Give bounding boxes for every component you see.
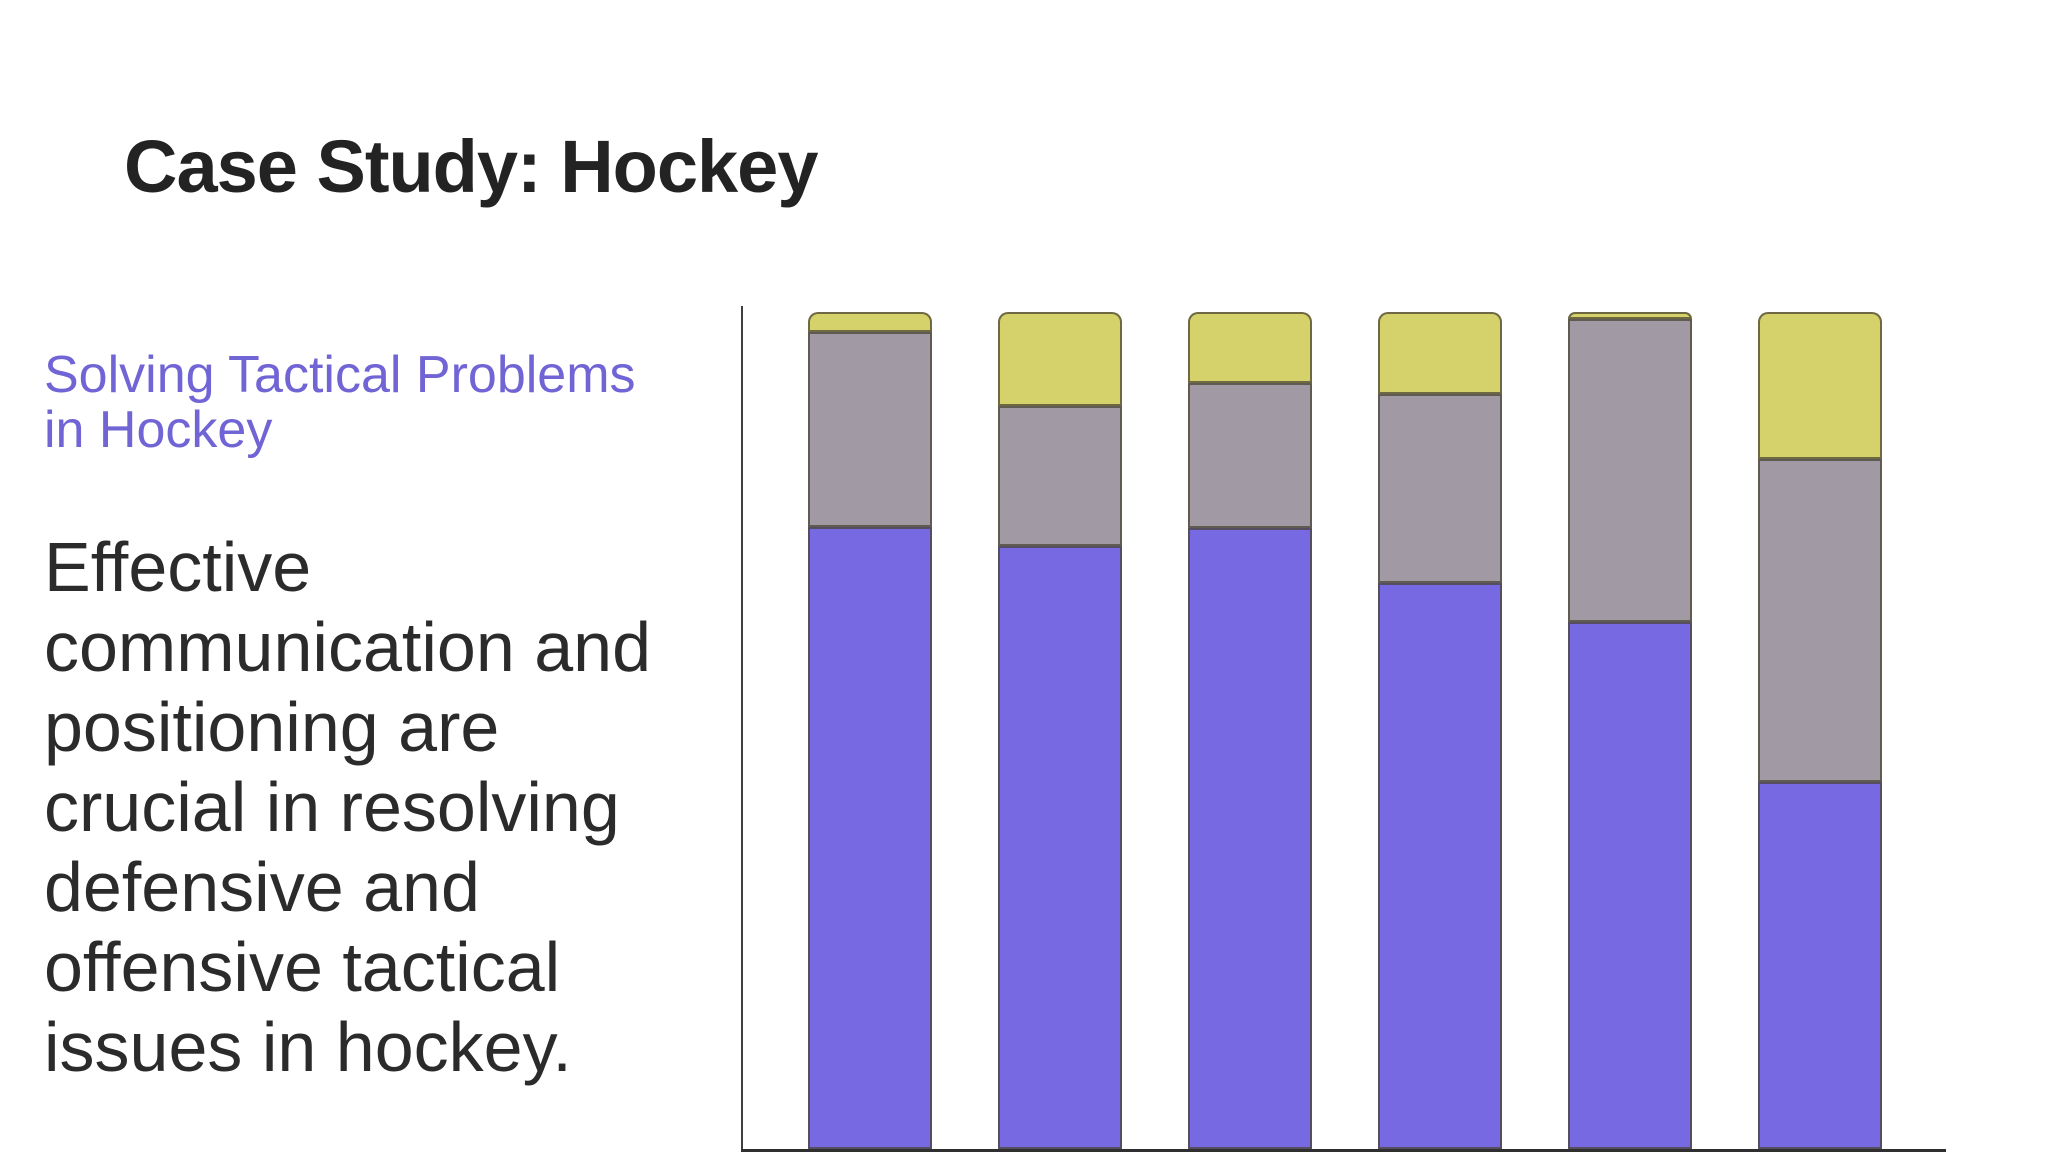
bar-5-top-segment [1568, 312, 1692, 319]
body-text-line: issues in hockey. [44, 1008, 572, 1086]
bar-5 [1568, 312, 1692, 1149]
body-text-line: defensive and [44, 848, 480, 926]
bar-4-bottom-segment [1378, 583, 1502, 1149]
body-text-line: communication and [44, 608, 651, 686]
bar-1 [808, 312, 932, 1149]
bar-2 [998, 312, 1122, 1149]
y-axis-line [741, 306, 743, 1152]
subtitle-line: Solving Tactical Problems [44, 346, 636, 404]
body-text-line: Effective [44, 528, 312, 606]
page-title: Case Study: Hockey [124, 125, 818, 208]
bar-3-middle-segment [1188, 383, 1312, 528]
bar-1-bottom-segment [808, 527, 932, 1149]
body-text-line: positioning are [44, 688, 500, 766]
bar-5-bottom-segment [1568, 622, 1692, 1149]
bar-3 [1188, 312, 1312, 1149]
body-text-line: offensive tactical [44, 928, 561, 1006]
bar-4 [1378, 312, 1502, 1149]
bar-6-middle-segment [1758, 459, 1882, 782]
subtitle: Solving Tactical Problems in Hockey [44, 348, 636, 458]
bar-6-bottom-segment [1758, 782, 1882, 1149]
bar-4-middle-segment [1378, 394, 1502, 583]
bar-4-top-segment [1378, 312, 1502, 394]
bar-6-top-segment [1758, 312, 1882, 459]
bar-2-bottom-segment [998, 546, 1122, 1149]
bar-5-middle-segment [1568, 319, 1692, 622]
body-text: Effective communication and positioning ar… [44, 527, 651, 1087]
body-text-line: crucial in resolving [44, 768, 620, 846]
bar-2-middle-segment [998, 406, 1122, 546]
bar-3-bottom-segment [1188, 528, 1312, 1149]
bar-3-top-segment [1188, 312, 1312, 383]
subtitle-line: in Hockey [44, 401, 273, 459]
bar-6 [1758, 312, 1882, 1149]
bar-1-middle-segment [808, 332, 932, 527]
x-axis-line [741, 1149, 1946, 1152]
bar-1-top-segment [808, 312, 932, 332]
bar-2-top-segment [998, 312, 1122, 406]
